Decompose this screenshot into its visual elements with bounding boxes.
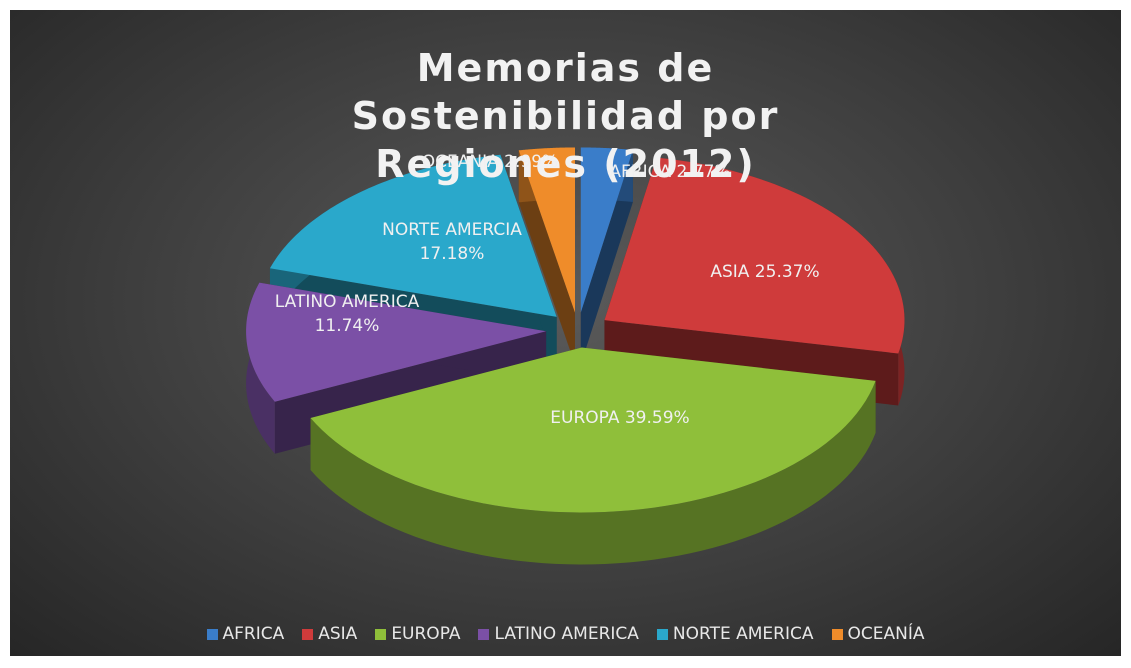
legend-label: AFRICA [222,624,285,644]
slice [310,347,876,565]
slice-side [580,149,633,365]
slice [518,147,575,365]
slice [518,147,575,313]
legend-swatch [656,628,668,640]
legend-item: AFRICA [206,624,285,644]
legend-swatch [375,628,387,640]
data-label: AFRICA 2.77% [609,162,731,182]
legend-swatch [831,628,843,640]
legend-label: LATINO AMERICA [494,624,639,644]
slice [246,282,547,402]
legend-label: NORTE AMERICA [672,624,814,644]
data-label: ASIA 25.37% [710,262,820,282]
data-label: EUROPA 39.59% [550,408,690,428]
legend-label: EUROPA [391,624,461,644]
legend: AFRICA ASIA EUROPA LATINO AMERICA NORTE AMER… [0,624,1131,644]
chart-title: Memorias de Sostenibilidad por Regiones … [351,46,780,186]
legend-swatch [206,628,218,640]
legend-item: LATINO AMERICA [478,624,639,644]
legend-swatch [478,628,490,640]
data-label: LATINO AMERICA 11.74% [274,292,420,336]
legend-swatch [302,628,314,640]
legend-item: NORTE AMERICA [656,624,814,644]
data-label: NORTE AMERCIA 17.18% [382,220,522,264]
slice [310,347,876,513]
legend-item: EUROPA [375,624,460,644]
legend-item: OCEANÍA [831,624,925,644]
slice-side [518,150,575,365]
slice [604,157,905,354]
slice [580,147,633,365]
slice [580,147,633,313]
legend-label: OCEANÍA [847,624,925,644]
data-label: OCEANIA 2.99% [421,152,559,172]
legend-label: ASIA [318,624,358,644]
slice-side [310,380,876,565]
slice [269,154,557,317]
legend-item: ASIA [302,624,357,644]
